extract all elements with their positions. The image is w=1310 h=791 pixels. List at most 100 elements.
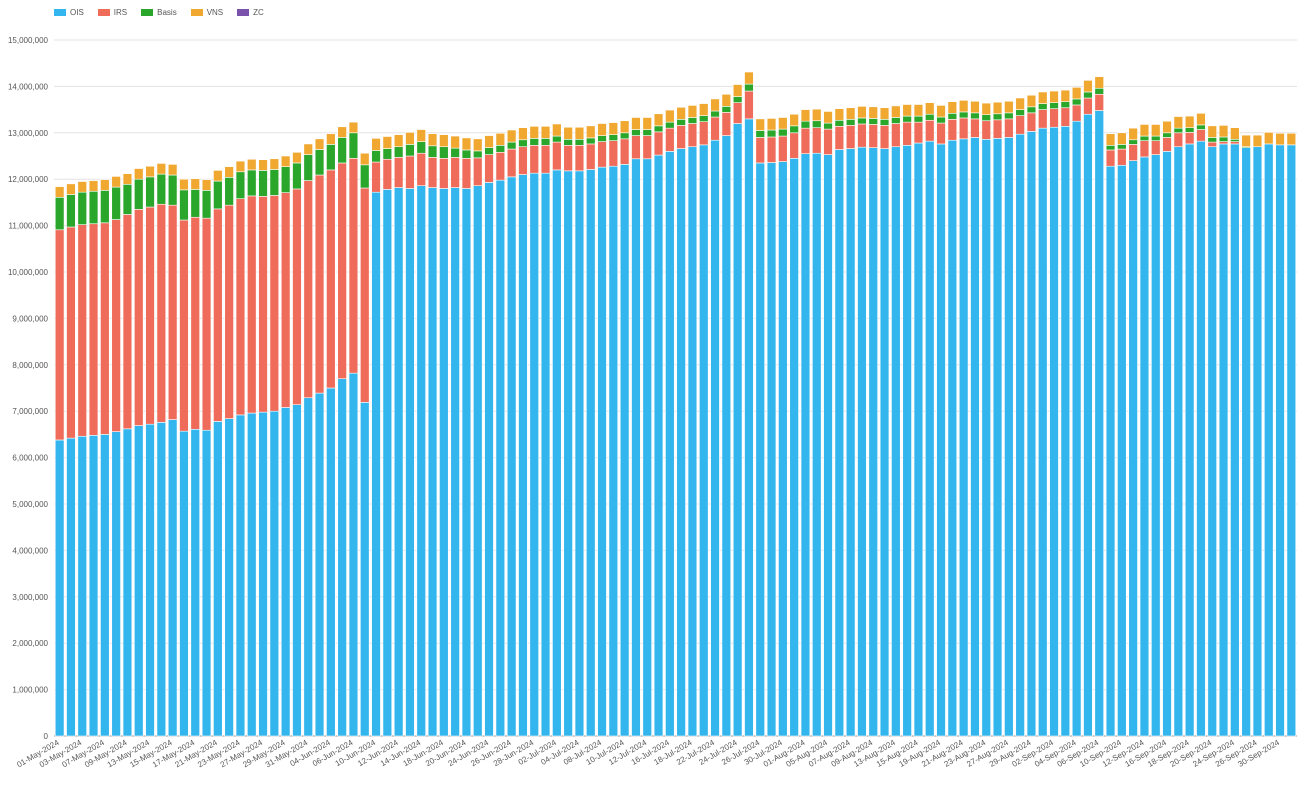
bar-segment-irs[interactable] [710, 116, 720, 141]
bar-segment-vns[interactable] [1207, 125, 1217, 138]
bar-segment-vns[interactable] [721, 93, 732, 107]
bar-segment-vns[interactable] [518, 127, 528, 141]
bar-segment-basis[interactable] [913, 115, 924, 123]
bar-segment-basis[interactable] [122, 184, 133, 215]
bar-segment-ois[interactable] [292, 404, 302, 737]
bar-segment-vns[interactable] [642, 117, 652, 130]
bar-segment-irs[interactable] [111, 219, 121, 432]
bar-segment-basis[interactable] [710, 110, 720, 118]
bar-segment-ois[interactable] [427, 187, 438, 737]
bar-segment-ois[interactable] [1184, 143, 1195, 737]
bar-segment-irs[interactable] [563, 145, 573, 172]
bar-segment-irs[interactable] [958, 117, 969, 140]
bar-segment-irs[interactable] [235, 198, 246, 416]
bar-segment-basis[interactable] [608, 134, 619, 141]
bar-segment-irs[interactable] [1071, 104, 1082, 122]
bar-segment-ois[interactable] [1241, 147, 1251, 737]
bar-segment-ois[interactable] [1151, 154, 1161, 737]
bar-segment-vns[interactable] [540, 126, 551, 139]
bar-segment-ois[interactable] [1230, 143, 1240, 737]
bar-segment-irs[interactable] [269, 195, 280, 412]
bar-segment-ois[interactable] [540, 172, 551, 737]
bar-segment-vns[interactable] [766, 118, 777, 131]
bar-segment-vns[interactable] [1264, 132, 1274, 145]
bar-segment-irs[interactable] [427, 157, 438, 188]
bar-segment-ois[interactable] [766, 162, 777, 737]
bar-segment-vns[interactable] [303, 143, 313, 155]
bar-segment-ois[interactable] [100, 434, 110, 737]
bar-segment-basis[interactable] [303, 154, 313, 181]
bar-segment-vns[interactable] [552, 123, 562, 137]
bar-segment-vns[interactable] [326, 133, 336, 145]
bar-segment-vns[interactable] [213, 170, 223, 182]
bar-segment-basis[interactable] [845, 119, 856, 126]
bar-segment-irs[interactable] [1162, 137, 1172, 152]
bar-segment-basis[interactable] [393, 146, 404, 158]
bar-segment-vns[interactable] [789, 113, 799, 127]
bar-segment-basis[interactable] [427, 145, 438, 158]
bar-segment-ois[interactable] [88, 435, 99, 737]
bar-segment-basis[interactable] [1173, 127, 1184, 134]
bar-segment-vns[interactable] [1004, 100, 1014, 114]
bar-segment-irs[interactable] [540, 145, 551, 174]
bar-segment-vns[interactable] [506, 129, 517, 143]
bar-segment-vns[interactable] [529, 126, 539, 139]
bar-segment-irs[interactable] [122, 214, 133, 430]
bar-segment-irs[interactable] [179, 219, 189, 432]
bar-segment-basis[interactable] [224, 177, 234, 206]
bar-segment-vns[interactable] [1117, 132, 1127, 145]
bar-segment-basis[interactable] [1071, 98, 1082, 106]
bar-segment-vns[interactable] [224, 166, 234, 178]
bar-segment-irs[interactable] [1207, 141, 1217, 148]
bar-segment-irs[interactable] [1196, 129, 1206, 142]
bar-segment-basis[interactable] [314, 149, 325, 176]
bar-segment-vns[interactable] [461, 137, 472, 151]
bar-segment-ois[interactable] [778, 161, 788, 737]
bar-segment-irs[interactable] [156, 203, 167, 423]
bar-segment-vns[interactable] [891, 105, 901, 118]
bar-segment-ois[interactable] [563, 170, 573, 737]
bar-segment-vns[interactable] [382, 136, 393, 149]
bar-segment-ois[interactable] [789, 158, 799, 737]
bar-segment-vns[interactable] [258, 159, 268, 171]
bar-segment-basis[interactable] [992, 113, 1003, 121]
bar-segment-irs[interactable] [1038, 109, 1048, 129]
bar-segment-vns[interactable] [699, 103, 709, 116]
bar-segment-irs[interactable] [1139, 140, 1150, 158]
bar-segment-vns[interactable] [778, 117, 788, 130]
bar-segment-irs[interactable] [247, 195, 257, 414]
bar-segment-ois[interactable] [665, 151, 675, 737]
bar-segment-vns[interactable] [1105, 133, 1116, 146]
bar-segment-ois[interactable] [958, 138, 969, 737]
bar-segment-basis[interactable] [665, 121, 675, 129]
bar-segment-basis[interactable] [789, 125, 799, 134]
bar-segment-vns[interactable] [1241, 134, 1251, 148]
bar-segment-ois[interactable] [1218, 143, 1229, 737]
bar-segment-vns[interactable] [710, 98, 720, 112]
bar-segment-irs[interactable] [902, 121, 912, 146]
bar-segment-irs[interactable] [608, 140, 619, 167]
bar-segment-irs[interactable] [721, 112, 732, 136]
bar-segment-irs[interactable] [134, 209, 144, 426]
bar-segment-basis[interactable] [66, 194, 76, 228]
bar-segment-basis[interactable] [1049, 102, 1059, 109]
bar-segment-basis[interactable] [258, 170, 268, 197]
bar-segment-ois[interactable] [1094, 110, 1104, 737]
bar-segment-ois[interactable] [393, 187, 404, 737]
bar-segment-basis[interactable] [947, 113, 958, 120]
bar-segment-vns[interactable] [574, 126, 585, 140]
bar-segment-vns[interactable] [405, 132, 415, 145]
bar-segment-ois[interactable] [77, 435, 87, 737]
bar-segment-basis[interactable] [484, 147, 494, 155]
bar-segment-basis[interactable] [540, 138, 551, 146]
bar-segment-vns[interactable] [269, 158, 280, 170]
bar-segment-ois[interactable] [156, 422, 167, 737]
bar-segment-vns[interactable] [608, 122, 619, 135]
bar-segment-basis[interactable] [100, 190, 110, 224]
bar-segment-ois[interactable] [326, 387, 336, 737]
bar-segment-vns[interactable] [857, 106, 867, 119]
bar-segment-ois[interactable] [947, 139, 958, 737]
bar-segment-irs[interactable] [484, 154, 494, 183]
bar-segment-irs[interactable] [857, 123, 867, 148]
bar-segment-irs[interactable] [812, 127, 822, 154]
